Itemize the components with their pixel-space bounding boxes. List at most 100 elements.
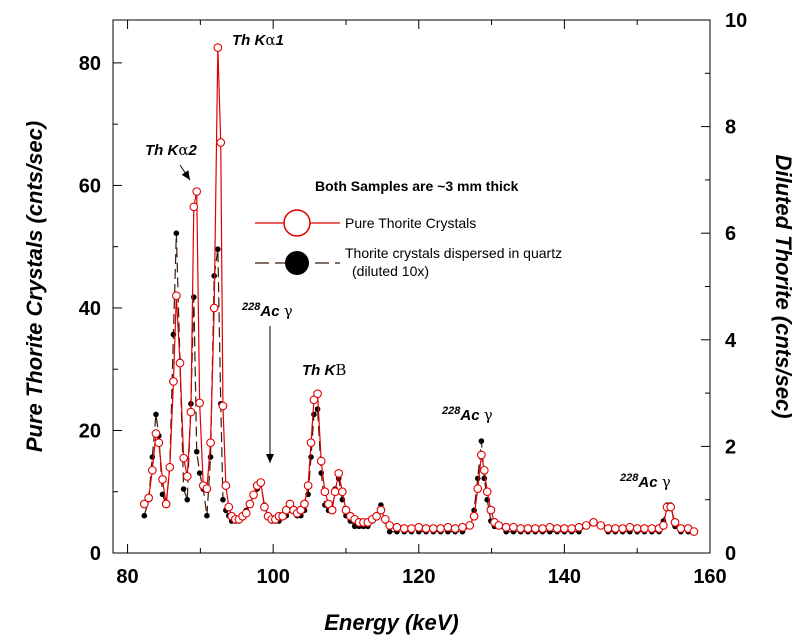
pure-point [161,499,171,509]
pure-point [385,521,395,530]
pure-point [249,490,258,500]
pure-point [479,465,489,475]
y-right-tick-label: 10 [725,10,747,32]
pure-point [195,398,204,408]
pure-point [337,487,347,497]
pure-point [647,524,657,533]
y-left-tick-label: 80 [79,53,101,75]
pure-point [165,462,175,472]
y-left-tick-label: 20 [79,420,101,442]
pure-point [482,487,492,497]
pure-point [192,187,202,196]
pure-point [414,522,424,532]
y-right-tick-label: 0 [725,543,736,565]
pure-point [581,521,591,530]
pure-point [316,456,326,466]
pure-point [245,499,255,509]
pure-point [147,465,157,475]
pure-point [450,524,460,533]
diluted-point [220,496,226,503]
pure-point [182,472,192,481]
diluted-point [153,411,159,418]
pure-point [139,499,149,509]
pure-point [213,43,223,52]
y-left-tick-label: 60 [79,175,101,197]
pure-point [494,521,504,530]
pure-point [221,481,231,490]
pure-point [189,202,199,212]
pure-point [516,524,526,533]
pure-point [469,511,479,521]
pure-point [241,508,251,518]
pure-point [501,522,511,532]
series-pure [139,43,699,536]
pure-point [560,524,569,533]
pure-point [158,475,167,484]
legend-title: Both Samples are ~3 mm thick [315,178,519,194]
pure-point [421,524,431,533]
y-right-tick-label: 4 [725,330,737,352]
legend-label-diluted: Thorite crystals dispersed in quartz [345,245,562,261]
legend-marker-pure [283,209,311,237]
pure-point [477,450,486,460]
legend-marker-diluted [285,251,309,275]
pure-point [618,524,627,533]
diluted-point [204,512,210,519]
pure-point [175,358,185,368]
pure-point [523,524,533,533]
pure-point [625,522,635,532]
pure-point [659,521,668,530]
y-right-tick-label: 8 [725,117,736,139]
annotation-arrowhead [181,170,190,180]
pure-point [530,524,540,533]
pure-point [632,524,642,533]
pure-point [509,522,518,532]
pure-point [320,487,330,497]
pure-point [376,505,386,515]
diluted-point [173,230,180,236]
legend-label-diluted-2: (diluted 10x) [352,263,429,279]
pure-point [372,511,381,521]
pure-point [186,407,196,417]
pure-point [666,502,676,512]
series-layer [139,43,699,536]
pure-point [380,514,390,524]
y-left-tick-label: 40 [79,298,101,320]
diluted-point [193,448,200,455]
pure-point [567,524,577,533]
y-right-tick-label: 2 [725,436,736,458]
y-left-tick-label: 0 [90,543,101,565]
pure-point [151,429,161,438]
pure-point [640,524,649,533]
diluted-point [191,294,197,300]
pure-point [473,484,483,494]
pure-point [407,524,416,533]
x-tick-label: 120 [402,566,435,588]
pure-point [303,481,313,490]
pure-line [143,47,695,533]
pure-point [256,478,266,487]
pure-point [545,522,555,532]
annotation-ac228-1: 228Ac γ [241,301,293,320]
pure-point [443,522,453,532]
pure-point [171,291,181,301]
diluted-point [308,454,314,460]
pure-point [300,499,309,509]
y-right-tick-label: 6 [725,223,736,245]
annotation-th-ka2: Th Kα2 [145,141,197,159]
diluted-point [196,470,203,476]
x-tick-label: 100 [256,566,289,588]
pure-point [202,484,212,494]
pure-point [224,502,234,512]
pure-point [216,138,226,147]
pure-point [206,438,215,448]
pure-point [676,524,686,533]
pure-point [689,527,699,536]
annotation-th-kb: Th KB [302,361,346,379]
pure-point [436,524,445,533]
pure-point [330,487,340,497]
pure-point [486,505,496,515]
legend-label-pure: Pure Thorite Crystals [345,215,476,231]
